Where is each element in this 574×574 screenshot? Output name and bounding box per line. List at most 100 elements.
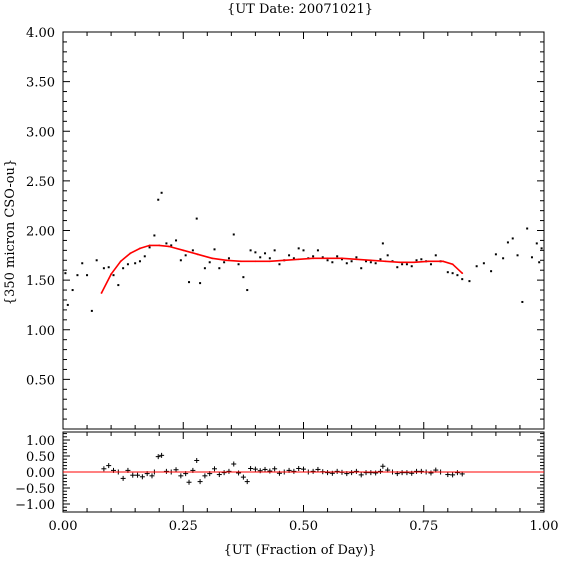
data-point [213,248,216,251]
residual-point [212,466,218,472]
data-point [148,246,151,249]
data-point [249,249,252,252]
data-point [246,289,249,292]
fit-point [442,260,444,263]
residual-point [262,466,268,472]
residual-point [197,479,203,485]
x-axis-label: {UT (Fraction of Day)} [224,543,377,558]
data-point [538,261,541,264]
residual-point [101,466,107,472]
data-point [292,257,295,260]
residuals-data-points [101,452,465,485]
residual-point [173,467,179,473]
data-point [165,242,168,245]
data-point [254,251,257,254]
x-tick-label: 0.00 [49,519,78,534]
data-point [526,227,529,230]
residual-point [159,452,165,458]
residual-point [428,470,434,476]
fit-point [297,258,300,261]
data-point [350,260,353,263]
residual-point [291,468,297,474]
data-point [379,258,382,261]
fit-point [158,244,161,247]
data-point [415,259,418,262]
fit-point [110,273,112,276]
residual-point [353,468,359,474]
residual-point [244,479,250,485]
fit-point [100,292,103,294]
residuals-plot-axes: 1.000.500.00−0.50−1.000.00 0.25 0.50 0.75 1.… [15,432,558,534]
residual-point [202,473,208,479]
data-point [540,247,543,250]
data-point [506,241,509,244]
data-point [516,254,519,257]
fit-point [148,244,151,247]
data-point [218,267,221,270]
residual-point [445,472,451,478]
residual-point [120,475,126,481]
data-point [288,254,291,257]
residual-point [178,473,184,479]
data-point [90,309,93,312]
y-tick-label: 0.50 [26,373,55,388]
data-point [530,256,533,259]
fit-point [326,257,329,260]
fit-point [129,252,132,255]
fit-point [341,257,343,260]
residual-point [163,468,169,474]
y-tick-label: 1.50 [26,274,55,289]
x-tick-label: 0.75 [409,519,438,534]
residual-point [139,474,145,480]
data-point [369,261,372,264]
data-point [374,262,377,265]
data-point [259,256,262,259]
data-point [340,258,343,261]
data-point [126,263,129,266]
data-point [297,247,300,250]
residual-point [248,465,254,471]
data-point [208,261,211,264]
data-point [95,259,98,262]
data-point [112,274,115,277]
residual-point [358,472,364,478]
data-point [482,262,485,265]
residual-point [226,468,232,474]
data-point [170,244,173,247]
data-point [401,263,404,266]
data-point [535,242,538,245]
data-point [511,237,514,240]
fit-point [427,260,430,263]
data-point [66,303,69,306]
residual-point [186,479,192,485]
x-tick-label: 0.50 [289,519,318,534]
residual-point [418,468,424,474]
fit-point [254,260,257,263]
data-point [227,257,230,260]
data-point [160,191,163,194]
data-point [143,255,146,258]
fit-point [211,257,214,260]
residual-point [252,466,258,472]
data-point [360,267,363,270]
fit-point [451,263,454,266]
y-tick-label: 1.00 [26,324,55,339]
data-point [237,263,240,266]
data-point [81,262,84,265]
residual-point [231,461,237,467]
data-point [138,260,141,263]
x-tick-label: 1.00 [530,519,559,534]
data-point [468,280,471,283]
data-point [521,300,524,303]
residual-point [315,466,321,472]
data-point [396,266,399,269]
fit-point [461,272,464,275]
data-point [195,217,198,220]
data-point [345,262,348,265]
main-plot-axes: 0.50 1.00 1.50 2.00 2.50 3.00 3.50 4.00 [26,26,545,430]
data-point [302,249,305,252]
data-point [175,239,178,242]
data-point [107,266,110,269]
data-point [203,267,206,270]
data-point [278,263,281,266]
